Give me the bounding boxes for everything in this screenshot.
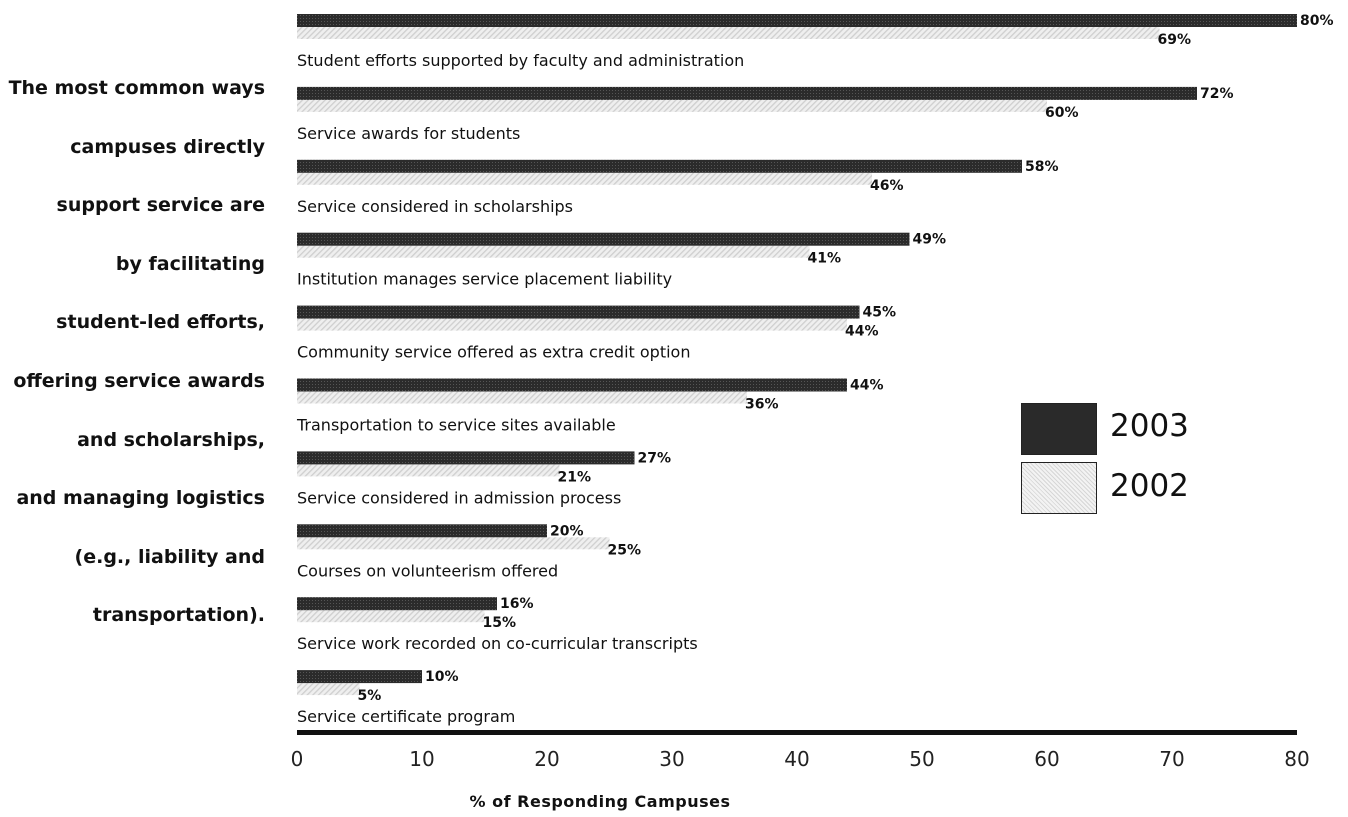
x-tick-label: 30 [659, 747, 684, 771]
bar-2003 [297, 524, 547, 538]
legend-swatch-2003 [1021, 403, 1097, 455]
value-label-2003: 80% [1300, 13, 1334, 29]
x-tick-label: 80 [1284, 747, 1309, 771]
bar-2002 [297, 27, 1160, 39]
bar-2003 [297, 14, 1297, 27]
x-tick-label: 40 [784, 747, 809, 771]
legend-swatch-2002 [1021, 462, 1097, 514]
bar-2003 [297, 86, 1197, 100]
value-label-2003: 10% [425, 669, 459, 685]
category-label: Service certificate program [297, 707, 515, 726]
caption-line: and scholarships, [77, 428, 265, 451]
caption-line: transportation). [92, 604, 265, 627]
bar-2002 [297, 610, 485, 623]
bar-2002 [297, 318, 847, 331]
category-label: Service work recorded on co-curricular t… [297, 634, 698, 653]
value-label-2002: 69% [1158, 32, 1192, 48]
bar-2003 [297, 451, 635, 465]
x-axis-label: % of Responding Campuses [469, 792, 731, 811]
x-axis-line [297, 730, 1297, 735]
value-label-2003: 16% [500, 596, 534, 612]
value-label-2003: 58% [1025, 159, 1059, 175]
legend-label-2002: 2002 [1110, 468, 1189, 504]
bar-2003 [297, 597, 497, 611]
bar-2003 [297, 378, 847, 392]
category-label: Institution manages service placement li… [297, 270, 672, 289]
bar-2002 [297, 683, 360, 696]
x-tick-label: 20 [534, 747, 559, 771]
x-tick-label: 0 [291, 747, 304, 771]
category-label: Service considered in scholarships [297, 197, 573, 216]
value-label-2003: 44% [850, 378, 884, 394]
value-label-2003: 45% [863, 305, 897, 321]
bar-2002 [297, 172, 872, 185]
x-tick-label: 10 [409, 747, 434, 771]
bar-2002 [297, 99, 1047, 112]
category-label: Student efforts supported by faculty and… [297, 51, 744, 70]
value-label-2002: 60% [1045, 105, 1079, 121]
bar-2002 [297, 464, 560, 477]
value-label-2003: 27% [638, 450, 672, 466]
caption-line: (e.g., liability and [74, 545, 265, 568]
caption-line: support service are [56, 194, 265, 217]
x-tick-label: 70 [1159, 747, 1184, 771]
category-label: Community service offered as extra credi… [297, 343, 690, 362]
value-label-2002: 25% [608, 542, 642, 558]
value-label-2003: 20% [550, 523, 584, 539]
bar-2002 [297, 391, 747, 404]
caption-line: offering service awards [13, 369, 265, 392]
category-label: Courses on volunteerism offered [297, 561, 558, 580]
caption-text: The most common ways campuses directly s… [0, 70, 265, 656]
value-label-2002: 41% [808, 251, 842, 267]
value-label-2003: 49% [913, 232, 947, 248]
bar-2003 [297, 159, 1022, 173]
bar-2003 [297, 670, 422, 684]
category-label: Transportation to service sites availabl… [296, 416, 616, 435]
caption-line: student-led efforts, [56, 311, 265, 334]
value-label-2002: 5% [358, 688, 382, 704]
value-label-2002: 15% [483, 615, 517, 631]
caption-line: campuses directly [70, 135, 265, 158]
bar-2003 [297, 305, 860, 319]
caption-line: by facilitating [115, 252, 265, 275]
value-label-2002: 36% [745, 397, 779, 413]
bar-2003 [297, 232, 910, 246]
category-label: Service considered in admission process [297, 488, 621, 507]
caption-line: and managing logistics [16, 487, 265, 510]
x-tick-label: 60 [1034, 747, 1059, 771]
bar-2002 [297, 537, 610, 550]
value-label-2002: 46% [870, 178, 904, 194]
value-label-2002: 44% [845, 324, 879, 340]
x-tick-label: 50 [909, 747, 934, 771]
caption-line: The most common ways [8, 77, 265, 99]
bar-2002 [297, 245, 810, 258]
legend-label-2003: 2003 [1110, 408, 1189, 444]
value-label-2002: 21% [558, 469, 592, 485]
value-label-2003: 72% [1200, 86, 1234, 102]
category-label: Service awards for students [297, 124, 520, 143]
